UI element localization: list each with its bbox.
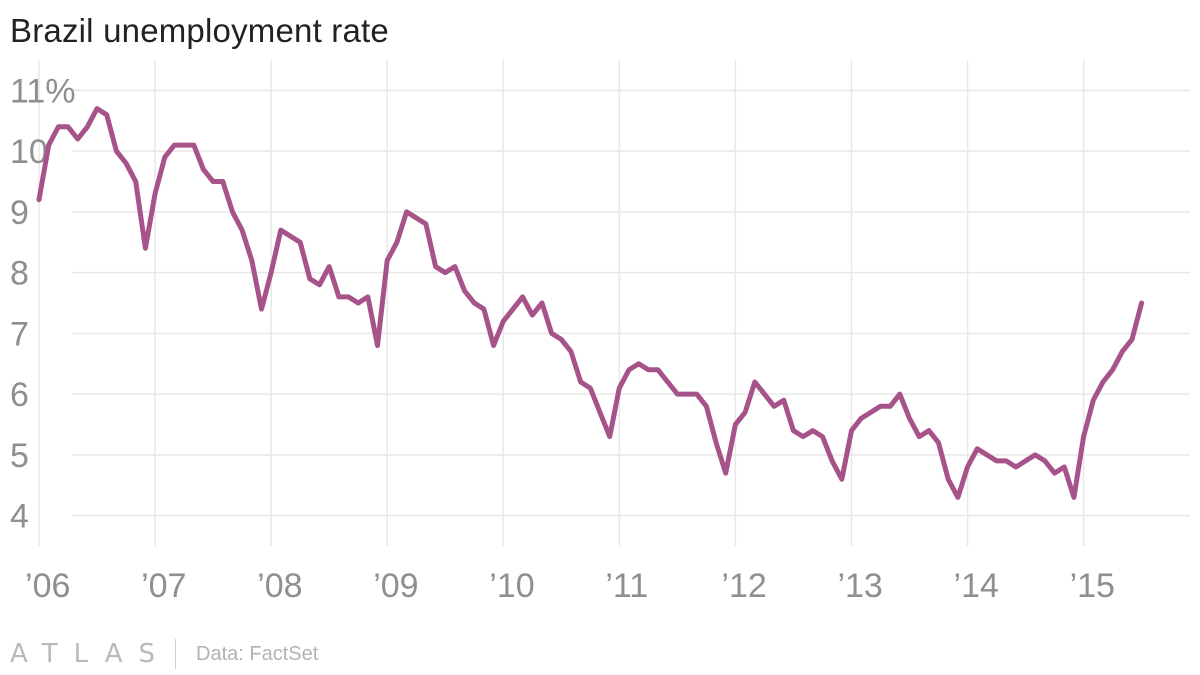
x-tick-label: ’13 bbox=[837, 567, 882, 605]
x-tick-label: ’14 bbox=[954, 567, 999, 605]
y-axis: 4 5 6 7 8 9 10 11% bbox=[10, 72, 76, 535]
y-tick-label: 6 bbox=[10, 376, 29, 414]
x-tick-label: ’12 bbox=[721, 567, 766, 605]
y-tick-label: 9 bbox=[10, 194, 29, 232]
y-tick-label: 10 bbox=[10, 133, 48, 171]
x-axis: ’06 ’07 ’08 ’09 ’10 ’11 ’12 ’13 ’14 ’15 bbox=[25, 567, 1115, 605]
horizontal-gridlines bbox=[72, 89, 1190, 517]
footer-divider bbox=[175, 639, 177, 669]
x-tick-label: ’09 bbox=[373, 567, 418, 605]
y-tick-label: 4 bbox=[10, 498, 29, 536]
x-tick-label: ’07 bbox=[141, 567, 186, 605]
x-tick-label: ’15 bbox=[1070, 567, 1115, 605]
y-tick-label: 7 bbox=[10, 315, 29, 353]
y-tick-label: 11% bbox=[10, 72, 76, 110]
x-tick-label: ’08 bbox=[257, 567, 302, 605]
series-layer bbox=[36, 106, 1145, 500]
x-tick-label: ’10 bbox=[489, 567, 534, 605]
chart-title: Brazil unemployment rate bbox=[10, 12, 389, 49]
x-tick-label: ’06 bbox=[25, 567, 70, 605]
data-source: Data: FactSet bbox=[196, 642, 319, 665]
x-tick-label: ’11 bbox=[605, 567, 648, 605]
footer: ATLAS Data: FactSet bbox=[10, 636, 318, 672]
atlas-logo: ATLAS bbox=[10, 639, 172, 669]
series-line bbox=[36, 106, 1145, 500]
y-tick-label: 8 bbox=[10, 255, 29, 293]
vertical-gridlines bbox=[38, 60, 1085, 546]
y-tick-label: 5 bbox=[10, 437, 29, 475]
